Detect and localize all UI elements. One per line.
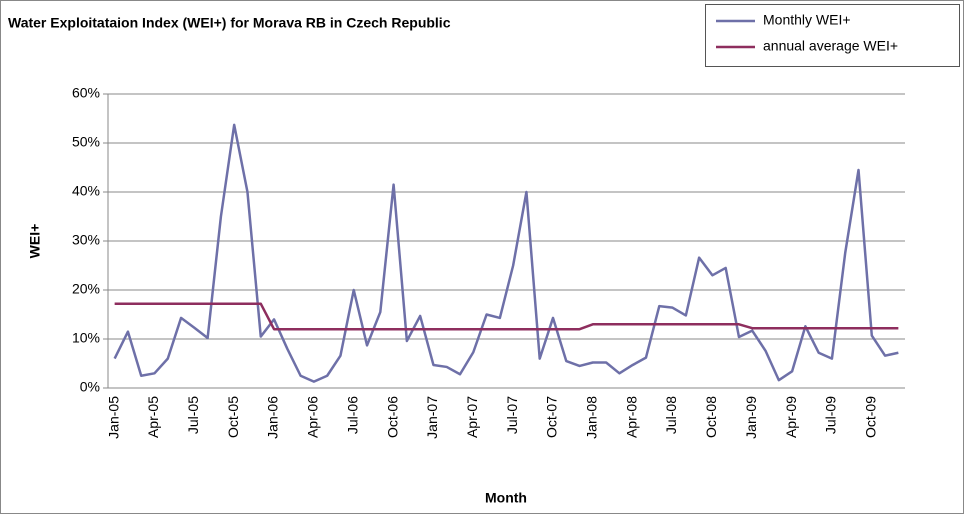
- x-tick-label: Apr-09: [783, 396, 799, 438]
- x-tick-label: Oct-06: [384, 396, 400, 438]
- x-tick-label: Oct-09: [862, 396, 878, 438]
- series-line: [113, 123, 899, 383]
- y-tick-label: 40%: [72, 183, 100, 199]
- x-tick-label: Apr-07: [464, 396, 480, 438]
- x-tick-label: Jul-09: [823, 396, 839, 434]
- x-tick-label: Jan-07: [424, 396, 440, 439]
- legend-box: [705, 4, 960, 67]
- x-tick-label: Oct-08: [703, 396, 719, 438]
- y-axis-label: WEI+: [27, 224, 43, 259]
- y-tick-label: 10%: [72, 330, 100, 346]
- x-tick-label: Apr-08: [623, 396, 639, 438]
- x-tick-label: Oct-07: [544, 396, 560, 438]
- x-tick-label: Apr-06: [305, 396, 321, 438]
- y-tick-label: 60%: [72, 85, 100, 101]
- x-tick-label: Apr-05: [145, 396, 161, 438]
- y-tick-label: 30%: [72, 232, 100, 248]
- x-axis-label: Month: [485, 490, 527, 506]
- legend-label: Monthly WEI+: [763, 12, 851, 28]
- series-line: [114, 302, 899, 331]
- x-tick-label: Jan-06: [265, 396, 281, 439]
- x-tick-label: Jan-08: [584, 396, 600, 439]
- x-tick-label: Jul-05: [185, 396, 201, 434]
- chart-title: Water Exploitataion Index (WEI+) for Mor…: [8, 15, 451, 31]
- y-tick-label: 0%: [80, 379, 100, 395]
- legend-label: annual average WEI+: [763, 38, 898, 54]
- y-tick-label: 50%: [72, 134, 100, 150]
- x-tick-label: Jul-08: [663, 396, 679, 434]
- x-tick-label: Jul-07: [504, 396, 520, 434]
- x-tick-label: Jul-06: [344, 396, 360, 434]
- x-tick-label: Jan-05: [105, 396, 121, 439]
- x-tick-label: Oct-05: [225, 396, 241, 438]
- y-tick-label: 20%: [72, 281, 100, 297]
- x-tick-label: Jan-09: [743, 396, 759, 439]
